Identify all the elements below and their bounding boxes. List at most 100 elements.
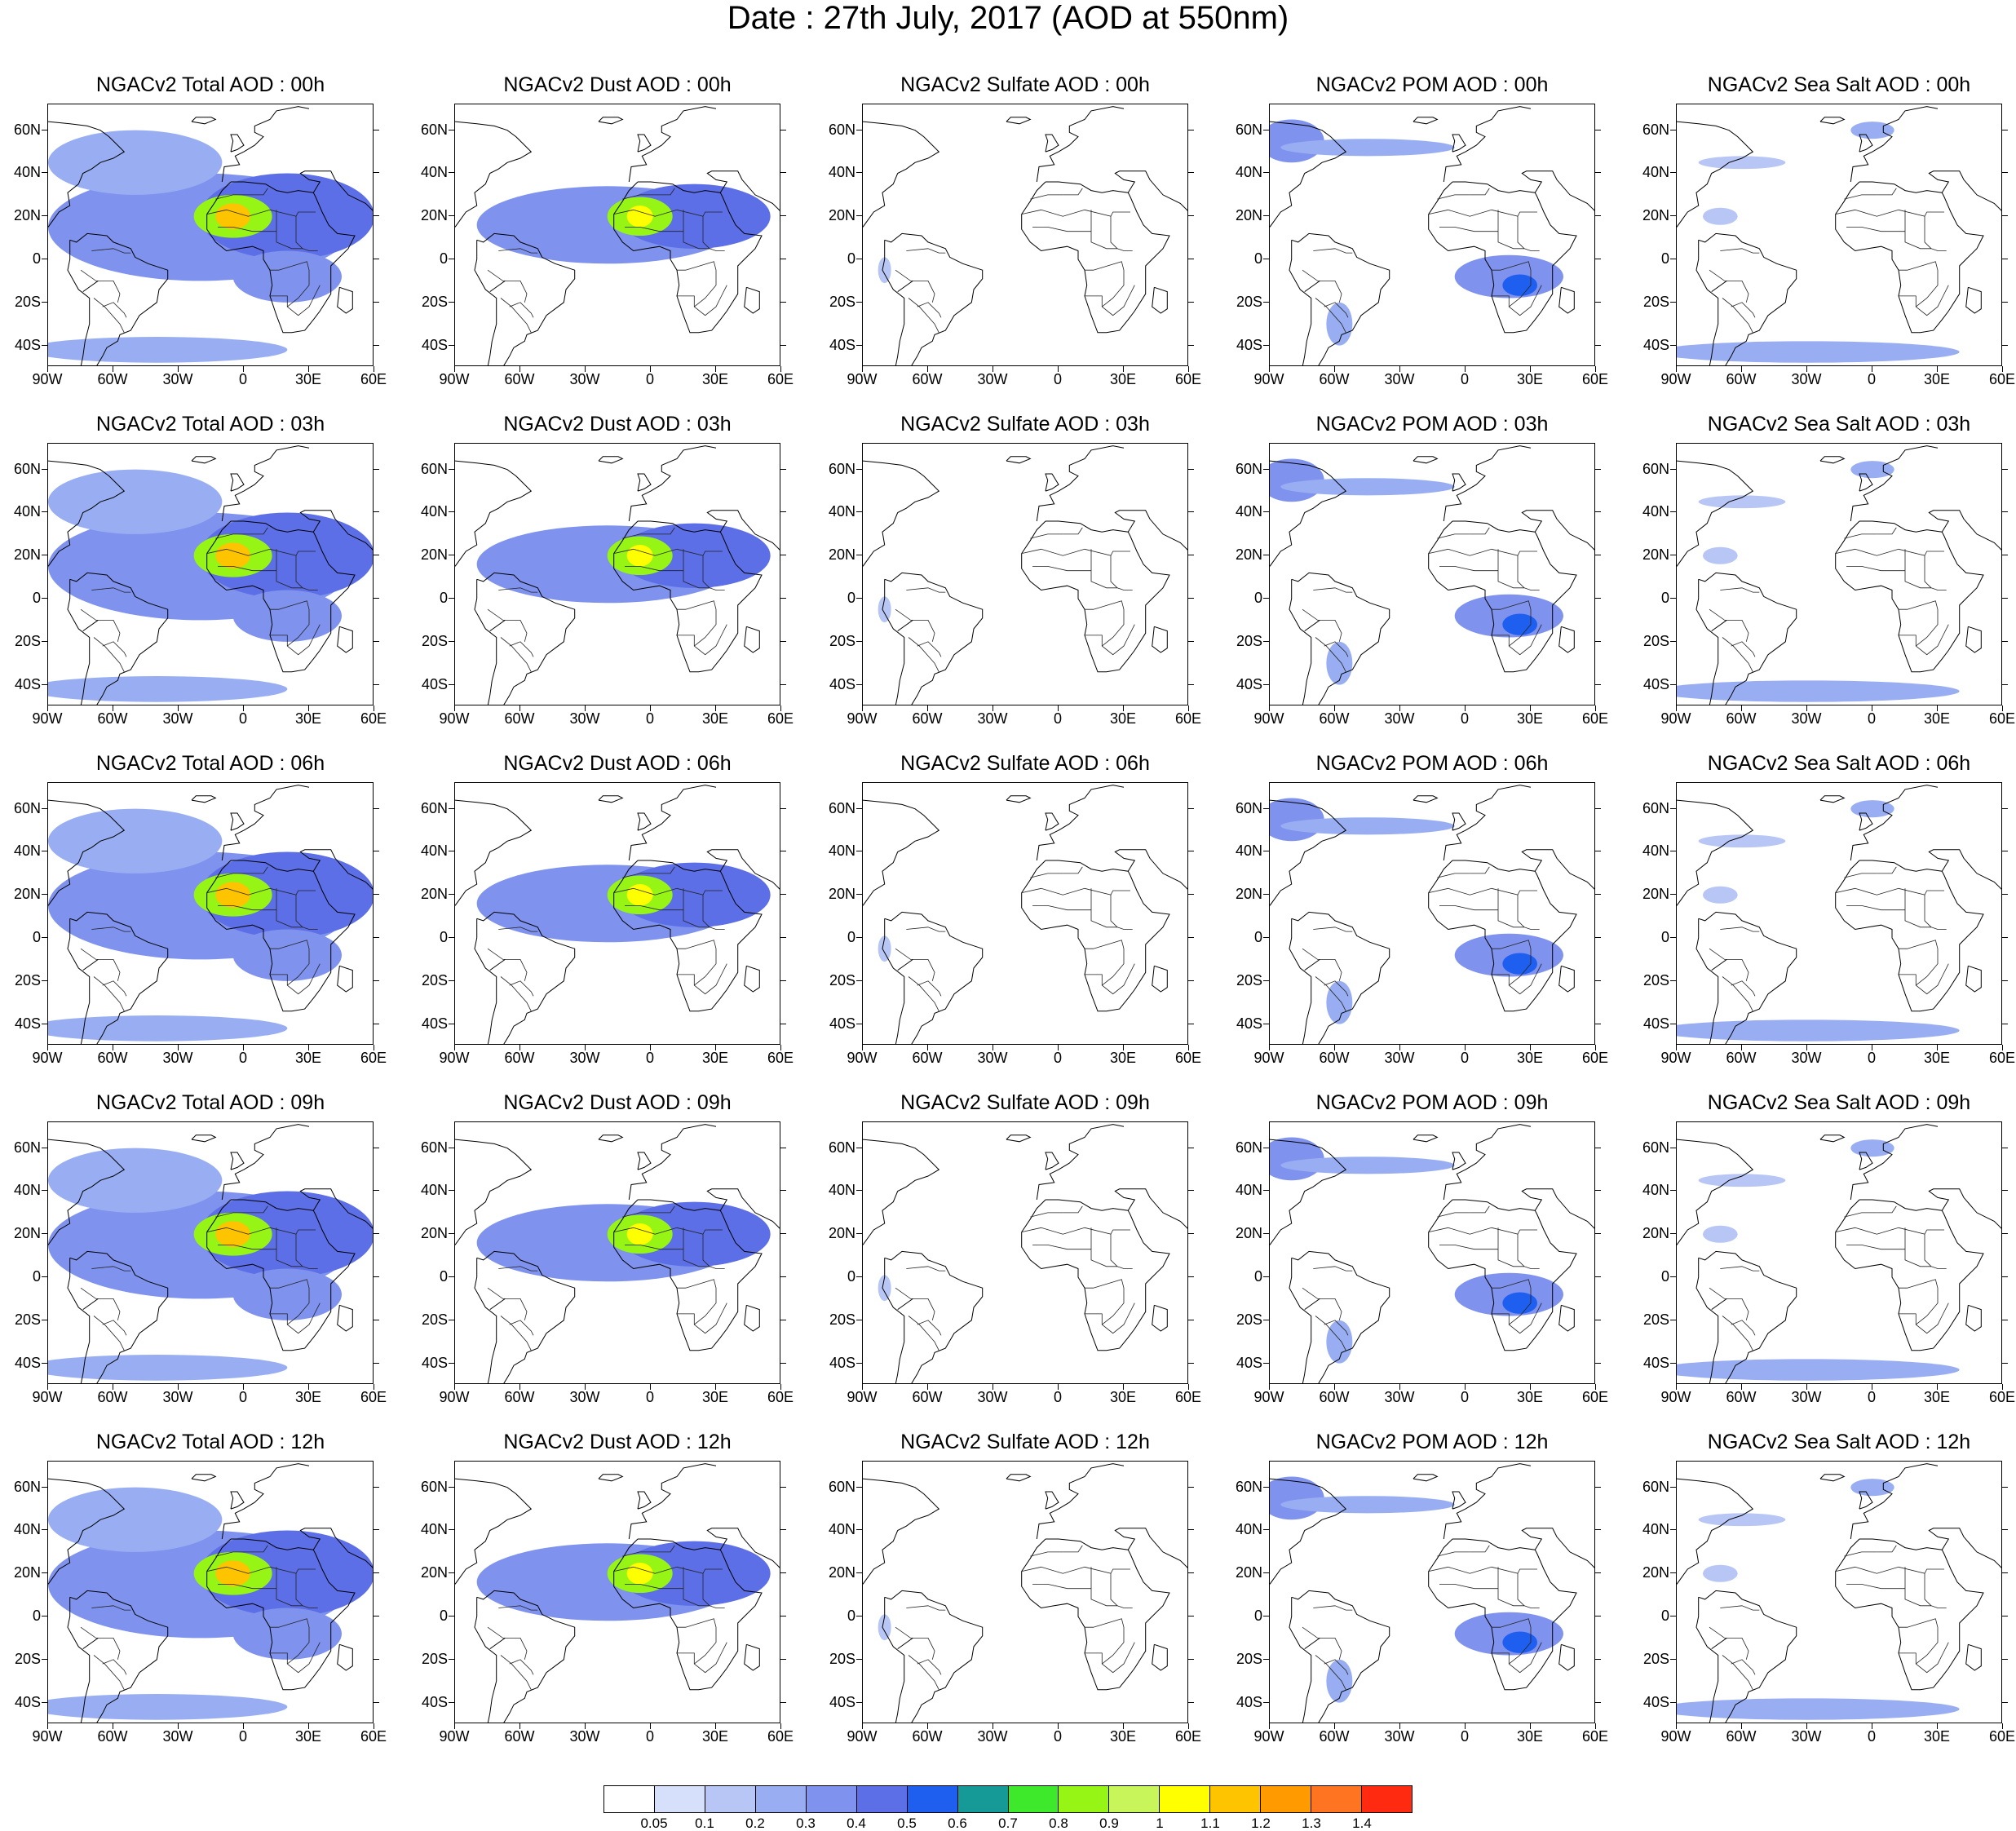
coastline	[884, 1590, 984, 1723]
lon-tick-label: 90W	[847, 371, 878, 387]
map-panel: NGACv2 POM AOD : 03h 60N 40N 20N 0 20S 40S 90W 6…	[1236, 413, 1608, 732]
panel-title: NGACv2 Sulfate AOD : 03h	[900, 413, 1150, 436]
coastline	[1965, 1643, 1982, 1671]
lon-tick	[519, 1723, 520, 1729]
map-frame	[1676, 782, 2002, 1045]
aod-region	[1677, 341, 1960, 363]
map-frame	[1269, 1121, 1595, 1384]
lon-tick-label: 30E	[294, 1728, 322, 1745]
lon-tick-label: 0	[1053, 1050, 1062, 1066]
lat-tick-label: 20N	[828, 1564, 855, 1581]
aod-region	[1280, 1157, 1455, 1174]
map-panel: NGACv2 Sea Salt AOD : 03h 60N 40N 20N 0 20S 40…	[1642, 413, 2015, 732]
lon-tick-label: 0	[1460, 1050, 1469, 1066]
coastline	[1521, 1528, 1594, 1568]
lat-tick	[780, 807, 786, 809]
map-frame	[454, 782, 780, 1045]
lat-tick	[856, 1276, 862, 1278]
lat-tick	[856, 1529, 862, 1531]
aod-map	[863, 106, 1187, 365]
country-border	[677, 1642, 727, 1674]
lat-tick	[1595, 215, 1601, 217]
coastline	[863, 121, 940, 228]
lat-tick	[2002, 468, 2008, 470]
lat-tick	[780, 1233, 786, 1235]
aod-map	[863, 785, 1187, 1044]
country-border	[1844, 873, 1877, 878]
lon-tick-label: 30W	[162, 710, 193, 727]
lon-tick	[780, 1045, 781, 1050]
lat-tick	[856, 894, 862, 896]
country-border	[1324, 302, 1349, 318]
lat-tick	[1595, 598, 1601, 599]
lat-tick	[1595, 344, 1601, 346]
coastline	[706, 170, 780, 211]
coastline	[1928, 1528, 2001, 1568]
coastline	[82, 1298, 99, 1311]
lat-tick-label: 20S	[829, 1311, 855, 1328]
aod-region	[1326, 1320, 1353, 1364]
coastline	[1289, 1597, 1312, 1723]
lat-tick-label: 40S	[1642, 1015, 1669, 1032]
aod-region	[1677, 1698, 1960, 1720]
lon-tick-label: 0	[238, 710, 247, 727]
coastline	[48, 1139, 126, 1245]
coastline	[455, 121, 533, 228]
coastline	[1928, 849, 2001, 890]
country-border	[1709, 608, 1749, 642]
lon-tick-label: 60E	[1174, 710, 1202, 727]
colorbar-level-label: 1.2	[1251, 1816, 1271, 1831]
coastline	[230, 1491, 245, 1510]
country-border	[270, 1642, 321, 1674]
lat-tick-label: 60N	[1642, 1139, 1669, 1156]
country-border	[1315, 637, 1346, 672]
coastline	[476, 572, 576, 705]
lon-tick-label: 90W	[1253, 710, 1284, 727]
lon-tick-label: 90W	[847, 1389, 878, 1405]
lat-tick-label: 40S	[14, 1693, 41, 1710]
country-border	[1110, 555, 1118, 589]
aod-region	[878, 935, 891, 962]
colorbar-swatch	[1261, 1786, 1312, 1812]
lat-tick	[1263, 301, 1269, 303]
panel-title: NGACv2 Sulfate AOD : 12h	[900, 1431, 1150, 1453]
lat-tick-label: 20N	[828, 546, 855, 564]
lon-tick	[1595, 705, 1596, 711]
coastline	[1677, 460, 1754, 567]
country-border	[91, 1605, 131, 1611]
lon-tick	[1188, 366, 1189, 372]
lat-tick-label: 20S	[829, 1650, 855, 1667]
aod-region	[1677, 680, 1960, 702]
country-border	[218, 1583, 276, 1590]
aod-region	[1677, 1359, 1960, 1381]
country-border	[1439, 1244, 1498, 1250]
coastline	[299, 170, 373, 211]
colorbar-level-label: 1.3	[1302, 1816, 1321, 1831]
lon-tick-label: 60E	[1988, 1389, 2016, 1405]
lat-tick	[1595, 1701, 1601, 1703]
lat-tick	[42, 894, 47, 896]
lon-tick	[47, 1384, 48, 1390]
lon-tick	[2002, 1723, 2003, 1729]
lat-tick-label: 0	[847, 929, 855, 946]
map-panel: NGACv2 POM AOD : 09h 60N 40N 20N 0 20S 40S 90W 6…	[1236, 1091, 1608, 1411]
coastline	[206, 1199, 356, 1351]
lon-tick-label: 60E	[1988, 371, 2016, 387]
lat-tick-label: 60N	[1642, 1478, 1669, 1495]
lat-tick-label: 40N	[420, 843, 448, 860]
lat-tick-label: 40S	[14, 675, 41, 692]
lat-tick	[1188, 1362, 1194, 1364]
country-border	[1899, 1642, 1949, 1674]
country-border	[655, 1545, 675, 1553]
country-border	[1315, 1655, 1346, 1690]
panel-title: NGACv2 Sea Salt AOD : 12h	[1707, 1431, 1971, 1453]
lat-tick-label: 20S	[14, 1311, 41, 1328]
map-panel: NGACv2 Sulfate AOD : 12h 60N 40N 20N 0 20S 40S…	[829, 1431, 1201, 1750]
lon-tick-label: 0	[1867, 371, 1876, 387]
colorbar-swatch	[1059, 1786, 1110, 1812]
lat-tick	[42, 301, 47, 303]
colorbar-swatch	[907, 1786, 958, 1812]
lon-tick-label: 60E	[360, 1728, 387, 1745]
country-border	[1437, 533, 1470, 539]
lon-tick-label: 60E	[1174, 1728, 1202, 1745]
